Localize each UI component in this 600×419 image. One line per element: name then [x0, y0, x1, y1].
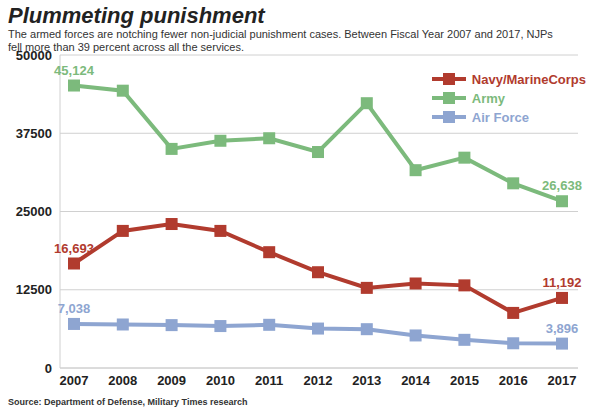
svg-text:7,038: 7,038 [58, 301, 91, 316]
svg-text:2007: 2007 [60, 373, 89, 388]
svg-text:50000: 50000 [16, 48, 52, 63]
svg-text:2010: 2010 [206, 373, 235, 388]
svg-text:11,192: 11,192 [542, 275, 581, 290]
svg-text:2015: 2015 [450, 373, 479, 388]
svg-text:0: 0 [45, 361, 52, 376]
svg-text:2016: 2016 [499, 373, 528, 388]
svg-text:2011: 2011 [255, 373, 283, 388]
svg-text:2014: 2014 [401, 373, 431, 388]
svg-text:2013: 2013 [352, 373, 381, 388]
svg-text:2012: 2012 [304, 373, 333, 388]
svg-text:25000: 25000 [16, 204, 52, 219]
svg-text:37500: 37500 [16, 126, 52, 141]
svg-text:2008: 2008 [108, 373, 137, 388]
svg-text:2017: 2017 [548, 373, 577, 388]
svg-text:45,124: 45,124 [54, 63, 95, 78]
svg-text:26,638: 26,638 [542, 178, 582, 193]
svg-text:2009: 2009 [157, 373, 186, 388]
svg-text:16,693: 16,693 [54, 241, 94, 256]
svg-text:3,896: 3,896 [546, 321, 579, 336]
svg-text:12500: 12500 [16, 282, 52, 297]
